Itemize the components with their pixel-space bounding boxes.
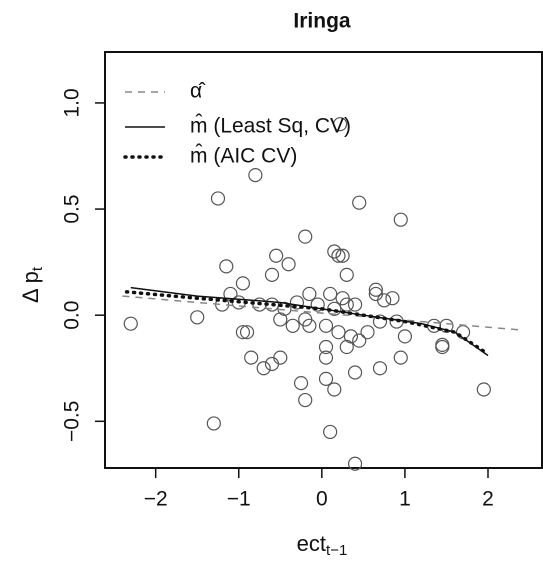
point — [298, 229, 313, 244]
x-label-subscript: t−1 — [326, 542, 347, 559]
chart-title: Iringa — [293, 10, 350, 33]
point — [273, 312, 288, 327]
point — [264, 267, 280, 282]
y-tick-label: 0.0 — [61, 301, 84, 330]
point — [302, 286, 317, 302]
point — [385, 291, 400, 306]
x-tick-label: −1 — [227, 488, 251, 511]
point — [289, 295, 305, 310]
point — [333, 117, 348, 132]
point — [327, 244, 342, 259]
fit-line — [122, 295, 522, 331]
point — [368, 282, 383, 297]
point — [327, 382, 342, 397]
point — [210, 191, 226, 206]
point — [310, 297, 325, 312]
point — [281, 257, 296, 272]
point — [339, 297, 354, 312]
x-tick-label: 2 — [482, 488, 494, 511]
y-tick-label: −0.5 — [61, 401, 84, 442]
point — [318, 318, 334, 333]
y-tick-label: 0.5 — [61, 194, 84, 223]
point — [377, 293, 392, 308]
point — [206, 416, 221, 431]
point — [219, 259, 234, 274]
point — [318, 371, 334, 386]
point — [331, 248, 346, 263]
point — [352, 195, 367, 210]
point — [435, 339, 450, 355]
point — [352, 333, 367, 348]
point — [273, 350, 288, 365]
point — [372, 361, 388, 376]
point — [248, 168, 263, 183]
point — [393, 350, 408, 365]
x-tick-label: 0 — [316, 488, 328, 511]
point — [347, 365, 363, 380]
point — [264, 356, 280, 372]
point — [293, 376, 309, 391]
point — [318, 339, 334, 355]
point — [476, 382, 491, 397]
x-tick-label: −2 — [144, 488, 168, 511]
y-tick-label: 1.0 — [61, 88, 84, 117]
legend-label: m̂ (Least Sq, CV) — [190, 114, 351, 137]
point — [339, 267, 354, 282]
point — [323, 286, 338, 302]
fit-line — [124, 290, 486, 354]
point — [318, 350, 334, 365]
point — [393, 212, 408, 227]
point — [256, 361, 271, 376]
legend-label: α̂ — [190, 80, 206, 103]
point — [360, 325, 375, 340]
y-axis-label: Δ pt — [18, 266, 46, 303]
point — [323, 424, 338, 440]
x-axis-label: ectt−1 — [297, 531, 348, 559]
point — [302, 318, 317, 333]
point — [372, 314, 388, 329]
y-label-subscript: t — [29, 266, 46, 271]
point — [439, 318, 454, 333]
point — [335, 248, 350, 263]
point — [235, 276, 251, 291]
point — [347, 297, 363, 312]
point — [397, 329, 413, 344]
point — [285, 318, 300, 333]
point — [339, 339, 354, 355]
x-tick-label: 1 — [399, 488, 411, 511]
point — [190, 310, 205, 325]
y-label-text: Δ p — [18, 271, 43, 303]
plot-frame — [104, 51, 543, 469]
point — [269, 248, 284, 263]
point — [343, 329, 359, 344]
point — [123, 316, 138, 331]
point — [298, 392, 313, 408]
point — [331, 325, 346, 340]
point — [239, 325, 255, 340]
point — [235, 325, 251, 340]
point — [347, 456, 363, 471]
point — [244, 350, 259, 365]
x-label-text: ect — [297, 531, 326, 556]
legend-label: m̂ (AIC CV) — [190, 144, 297, 167]
